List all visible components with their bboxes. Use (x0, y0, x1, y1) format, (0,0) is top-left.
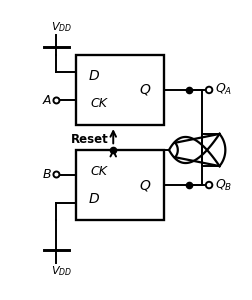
Text: D: D (88, 192, 99, 206)
Text: B: B (43, 168, 51, 181)
Text: D: D (88, 69, 99, 83)
Bar (76, 150, 163, 220)
Text: Q: Q (139, 83, 150, 97)
Bar (76, 55, 163, 125)
Text: $V_{DD}$: $V_{DD}$ (51, 20, 72, 34)
Text: $Q_B$: $Q_B$ (214, 178, 232, 193)
Text: Reset: Reset (70, 133, 108, 146)
Text: Q: Q (139, 178, 150, 192)
Text: CK: CK (90, 98, 107, 110)
Text: $V_{DD}$: $V_{DD}$ (51, 264, 72, 278)
Text: CK: CK (90, 164, 107, 178)
Text: $Q_A$: $Q_A$ (214, 82, 232, 98)
Text: A: A (43, 94, 51, 107)
